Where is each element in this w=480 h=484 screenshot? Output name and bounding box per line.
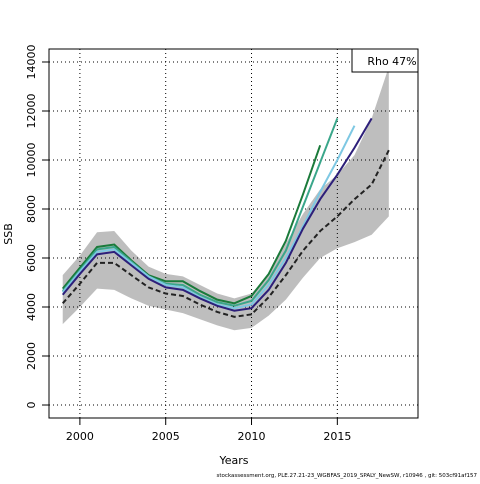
y-tick-label: 8000 bbox=[25, 195, 38, 223]
y-axis-label: SSB bbox=[2, 223, 15, 245]
series-line bbox=[61, 149, 390, 318]
series-line bbox=[61, 125, 356, 310]
x-tick-label: 2010 bbox=[238, 430, 266, 443]
y-tick-label: 6000 bbox=[25, 244, 38, 272]
x-tick-label: 2000 bbox=[66, 430, 94, 443]
y-tick-label: 4000 bbox=[25, 293, 38, 321]
series-line bbox=[61, 144, 322, 305]
legend-text: Rho 47% bbox=[367, 55, 416, 68]
series-line bbox=[61, 117, 339, 307]
legend-box bbox=[351, 48, 419, 73]
x-tick-label: 2005 bbox=[152, 430, 180, 443]
footer: stockassessment.org, PLE.27.21-23_WGBFAS… bbox=[217, 473, 478, 479]
y-tick-label: 2000 bbox=[25, 342, 38, 370]
y-tick-label: 14000 bbox=[25, 44, 38, 79]
y-tick-label: 10000 bbox=[25, 142, 38, 177]
x-tick-label: 2015 bbox=[323, 430, 351, 443]
y-tick-label: 12000 bbox=[25, 93, 38, 128]
confidence-band bbox=[62, 66, 389, 331]
plot-frame bbox=[48, 48, 419, 419]
y-tick-label: 0 bbox=[25, 402, 38, 409]
x-axis-label: Years bbox=[218, 454, 248, 467]
series-line bbox=[61, 117, 373, 312]
